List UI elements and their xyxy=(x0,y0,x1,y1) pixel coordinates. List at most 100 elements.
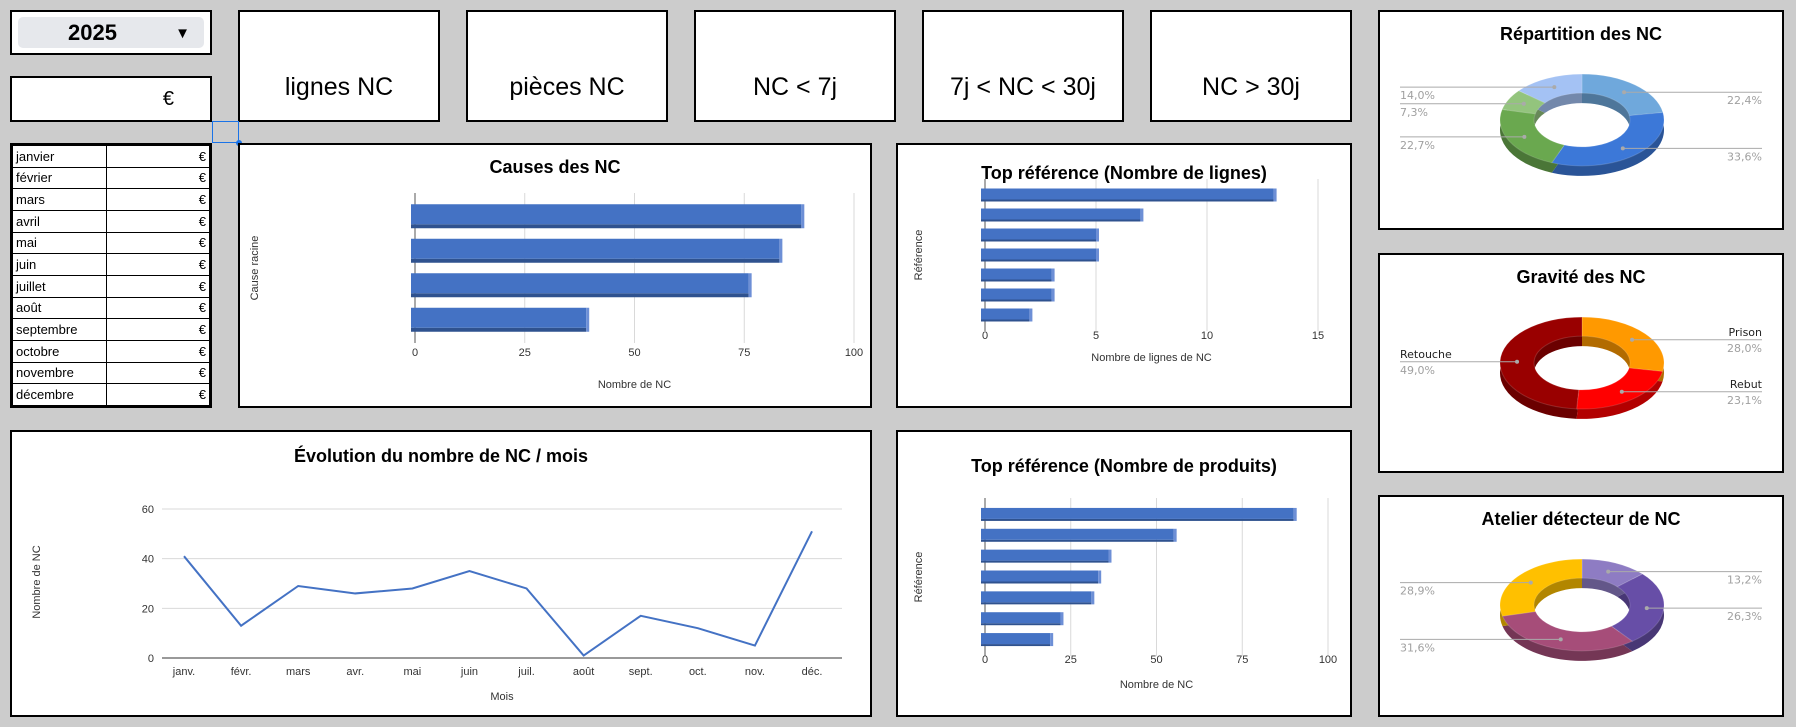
bar-side xyxy=(779,238,783,263)
selected-cell[interactable] xyxy=(212,121,239,143)
leader-dot xyxy=(1644,606,1649,611)
total-cost-cell[interactable]: € xyxy=(10,76,212,122)
bar-shadow xyxy=(981,644,1051,647)
kpi-label: pièces NC xyxy=(509,73,625,101)
y-axis-label: Référence xyxy=(913,230,925,281)
tick-label: 60 xyxy=(142,504,154,516)
chart-title: Évolution du nombre de NC / mois xyxy=(294,445,588,466)
leader-dot xyxy=(1528,580,1533,585)
bar-shadow xyxy=(411,327,587,332)
x-tick-label: janv. xyxy=(172,666,195,678)
table-row: décembre € xyxy=(12,383,210,406)
donut-slice xyxy=(1581,73,1664,117)
bar-shadow xyxy=(981,259,1096,262)
month-name[interactable]: septembre xyxy=(12,318,107,341)
month-cost[interactable]: € xyxy=(106,318,210,341)
bar xyxy=(981,570,1099,582)
chart-causes[interactable]: Causes des NC 0 25 50 75 100 Nombre de NC Cause… xyxy=(238,143,872,408)
tick-label: 5 xyxy=(1093,330,1099,342)
month-cost[interactable]: € xyxy=(106,188,210,211)
month-name[interactable]: octobre xyxy=(12,339,107,363)
month-cost[interactable]: € xyxy=(106,209,210,233)
chart-title: Gravité des NC xyxy=(1516,267,1645,287)
bar xyxy=(981,633,1051,645)
bar-shadow xyxy=(981,299,1052,302)
tick-label: 75 xyxy=(1236,654,1248,666)
y-axis-label: Cause racine xyxy=(249,236,261,301)
donut-slice xyxy=(1499,108,1566,164)
month-name[interactable]: janvier xyxy=(12,145,107,168)
bar xyxy=(411,204,802,225)
tick-label: 25 xyxy=(519,347,531,359)
table-row: octobre € xyxy=(12,339,210,363)
slice-percent: 13,2% xyxy=(1727,574,1762,587)
leader-dot xyxy=(1620,146,1625,151)
month-name[interactable]: décembre xyxy=(12,383,107,406)
month-name[interactable]: juin xyxy=(12,253,107,276)
month-cost[interactable]: € xyxy=(106,383,210,406)
bar xyxy=(981,528,1174,540)
bar-side xyxy=(1140,208,1144,222)
slice-percent: 14,0% xyxy=(1400,89,1435,102)
bar-side xyxy=(748,273,752,298)
chart-atelier[interactable]: Atelier détecteur de NC 13,2% 26,3% 31,6% 28… xyxy=(1378,495,1784,717)
month-name[interactable]: février xyxy=(12,166,107,190)
month-name[interactable]: août xyxy=(12,296,107,320)
month-name[interactable]: mai xyxy=(12,231,107,255)
kpi-label: NC < 7j xyxy=(752,73,838,101)
x-tick-label: nov. xyxy=(745,666,765,678)
chart-evolution[interactable]: Évolution du nombre de NC / mois 0 20 40 60 j… xyxy=(10,430,872,717)
chevron-down-icon[interactable]: ▼ xyxy=(175,25,190,42)
monthly-cost-table: janvier € février € mars € avril € mai € juin € juil… xyxy=(10,143,212,408)
table-row: septembre € xyxy=(12,318,210,341)
table-row: juin € xyxy=(12,253,210,276)
tick-label: 0 xyxy=(412,347,418,359)
bar-shadow xyxy=(981,199,1274,202)
month-cost[interactable]: € xyxy=(106,145,210,168)
month-cost[interactable]: € xyxy=(106,231,210,255)
chart-gravite[interactable]: Gravité des NC Prison 28,0% Rebut 23,1% Retou… xyxy=(1378,253,1784,473)
leader-dot xyxy=(1606,569,1611,574)
bar-side xyxy=(1050,633,1054,647)
kpi-label: lignes NC xyxy=(284,73,394,101)
x-tick-label: mai xyxy=(403,666,421,678)
month-cost[interactable]: € xyxy=(106,166,210,190)
chart-top-produits[interactable]: Top référence (Nombre de produits) 0 25 50 7… xyxy=(896,430,1352,717)
slice-label: Prison xyxy=(1729,326,1762,339)
slice-percent: 31,6% xyxy=(1400,641,1435,654)
leader-dot xyxy=(1619,389,1624,394)
bar-shadow xyxy=(981,279,1052,282)
leader-dot xyxy=(1552,85,1557,90)
month-name[interactable]: avril xyxy=(12,209,107,233)
table-row: août € xyxy=(12,296,210,320)
bar-shadow xyxy=(981,581,1099,584)
table-row: janvier € xyxy=(12,145,210,168)
month-cost[interactable]: € xyxy=(106,339,210,363)
month-cost[interactable]: € xyxy=(106,274,210,298)
month-cost[interactable]: € xyxy=(106,361,210,385)
bar-side xyxy=(801,204,805,229)
year-dropdown[interactable]: 2025 ▼ xyxy=(18,17,204,48)
table-row: avril € xyxy=(12,209,210,233)
month-name[interactable]: juillet xyxy=(12,274,107,298)
tick-label: 100 xyxy=(1319,654,1337,666)
bar xyxy=(981,288,1052,300)
leader-dot xyxy=(1515,359,1520,364)
chart-top-lignes[interactable]: Top référence (Nombre de lignes) 0 5 10 15 No… xyxy=(896,143,1352,408)
x-tick-label: sept. xyxy=(629,666,653,678)
month-cost[interactable]: € xyxy=(106,253,210,276)
month-name[interactable]: novembre xyxy=(12,361,107,385)
bar xyxy=(981,228,1096,240)
kpi-nc-7j-30j: 7j < NC < 30j xyxy=(922,10,1124,122)
bar xyxy=(411,273,749,294)
tick-label: 20 xyxy=(142,603,154,615)
year-selector[interactable]: 2025 ▼ xyxy=(10,10,212,55)
month-name[interactable]: mars xyxy=(12,188,107,211)
bar xyxy=(981,188,1274,200)
month-cost[interactable]: € xyxy=(106,296,210,320)
x-axis-label: Nombre de NC xyxy=(1120,679,1193,691)
x-tick-label: oct. xyxy=(689,666,707,678)
chart-repartition[interactable]: Répartition des NC 22,4% 33,6% 22,7% 7,3% 14,… xyxy=(1378,10,1784,230)
bar xyxy=(981,268,1052,280)
chart-title: Causes des NC xyxy=(489,157,620,177)
